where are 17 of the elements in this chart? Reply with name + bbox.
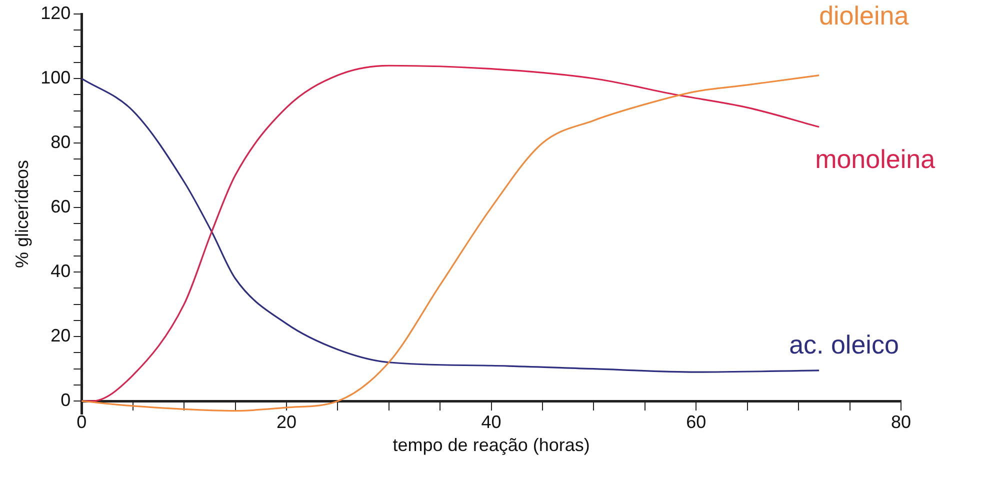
y-tick-label: 60 bbox=[50, 196, 71, 217]
x-axis-title: tempo de reação (horas) bbox=[392, 435, 590, 456]
x-tick-label: 40 bbox=[481, 412, 502, 432]
series-label: ac. oleico bbox=[789, 330, 899, 360]
y-tick-label: 20 bbox=[50, 326, 71, 346]
x-tick-label: 80 bbox=[890, 412, 912, 432]
y-axis-title: % glicerídeos bbox=[12, 160, 32, 268]
y-tick-label: 80 bbox=[50, 132, 71, 152]
y-tick-label: 0 bbox=[60, 390, 71, 410]
y-tick-label: 120 bbox=[40, 2, 71, 23]
x-tick-label: 60 bbox=[686, 412, 706, 432]
y-tick-label: 100 bbox=[40, 67, 71, 88]
x-tick-label: 20 bbox=[276, 412, 296, 432]
y-tick-label: 40 bbox=[50, 261, 71, 282]
series-label: dioleina bbox=[819, 0, 910, 30]
x-tick-label: 0 bbox=[76, 412, 87, 432]
series-label: monoleina bbox=[815, 144, 936, 174]
